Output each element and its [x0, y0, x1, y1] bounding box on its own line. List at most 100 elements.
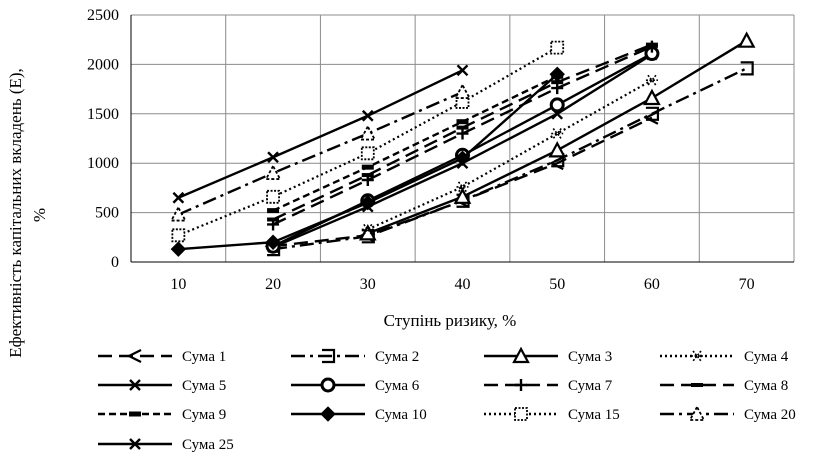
data-point [361, 109, 374, 122]
y-tick-label: 1500 [87, 106, 119, 123]
data-point [456, 119, 469, 125]
legend-marker [514, 407, 528, 421]
legend-entry: Сума 20 [660, 405, 796, 423]
legend-marker [126, 349, 142, 363]
data-point [172, 191, 185, 204]
legend-entry: Сума 1 [98, 349, 226, 365]
series-line [177, 90, 463, 216]
data-point [550, 40, 565, 55]
series-11 [171, 40, 565, 243]
legend-entry: Сума 3 [484, 346, 612, 365]
y-tick-label: 500 [95, 205, 119, 222]
x-axis-title: Ступінь ризику, % [384, 311, 517, 330]
legend: Сума 1 Сума 2 Сума 3 Сума 4 Сума 5 Сума 6 Сума… [98, 346, 796, 453]
legend-marker [320, 377, 336, 393]
series-13 [172, 64, 469, 204]
x-tick-label: 30 [360, 276, 376, 293]
data-point [264, 164, 282, 180]
data-point [360, 195, 376, 211]
legend-label: Сума 6 [375, 378, 420, 394]
legend-marker [322, 348, 336, 364]
legend-entry: Сума 15 [484, 407, 620, 423]
data-point [267, 217, 280, 222]
legend-marker [691, 350, 703, 362]
legend-label: Сума 2 [375, 349, 419, 365]
series-line [178, 73, 559, 251]
data-point [645, 106, 660, 121]
legend-marker [129, 379, 141, 391]
data-point [456, 181, 469, 193]
legend-entry: Сума 6 [291, 377, 420, 394]
data-point [551, 80, 564, 85]
legend-label: Сума 15 [568, 407, 620, 423]
y-tick-label: 0 [111, 254, 119, 271]
x-tick-label: 10 [170, 276, 186, 293]
x-tick-label: 40 [455, 276, 471, 293]
legend-marker [688, 405, 706, 421]
data-point [267, 208, 280, 214]
legend-label: Сума 3 [568, 349, 612, 365]
series-12 [169, 83, 472, 222]
legend-label: Сума 4 [744, 349, 789, 365]
data-point [170, 241, 187, 257]
legend-label: Сума 5 [182, 378, 226, 394]
data-point [453, 187, 472, 204]
series-line [177, 69, 464, 199]
legend-label: Сума 8 [744, 378, 788, 394]
data-point [737, 31, 756, 48]
data-point [361, 223, 374, 235]
legend-marker [512, 346, 530, 364]
data-point [549, 66, 565, 82]
axes [130, 15, 794, 263]
data-point [266, 189, 280, 204]
data-point [456, 64, 469, 77]
data-point [453, 83, 472, 99]
legend-entry: Сума 8 [660, 378, 788, 394]
legend-label: Сума 20 [744, 407, 796, 423]
y-tick-label: 2500 [87, 7, 119, 24]
data-point [740, 61, 754, 76]
x-tick-label: 50 [549, 276, 565, 293]
legend-marker [129, 438, 141, 450]
data-point [645, 74, 658, 86]
legend-entry: Сума 9 [98, 407, 226, 423]
y-axis-title-line1: Ефективність капітальних вкладень (Е), [6, 68, 25, 358]
series-10 [170, 66, 565, 257]
legend-marker [691, 383, 703, 387]
data-point [645, 42, 658, 47]
data-point [360, 146, 375, 161]
legend-entry: Сума 25 [98, 437, 234, 453]
series-layer [169, 31, 756, 257]
legend-label: Сума 1 [182, 349, 226, 365]
series-line [367, 79, 653, 231]
legend-entry: Сума 4 [660, 349, 789, 365]
legend-label: Сума 7 [568, 378, 613, 394]
data-point [455, 95, 470, 109]
data-point [361, 164, 374, 170]
tick-labels: 0 500 1000 1500 2000 2500 10 20 30 40 50 60 70 [87, 7, 755, 293]
x-tick-label: 60 [644, 276, 660, 293]
legend-entry: Сума 10 [291, 406, 427, 423]
data-point [171, 228, 186, 243]
legend-entry: Сума 7 [484, 378, 613, 394]
data-point [548, 141, 567, 158]
data-point [359, 124, 377, 141]
legend-label: Сума 25 [182, 437, 234, 453]
y-axis-title-line2: % [30, 208, 49, 222]
data-point [361, 173, 374, 178]
data-point [643, 88, 661, 106]
data-point [456, 125, 469, 130]
series-line [272, 67, 748, 251]
legend-entry: Сума 5 [98, 378, 226, 394]
legend-marker [320, 406, 336, 422]
legend-marker [129, 411, 141, 417]
data-point [265, 234, 281, 250]
grid [130, 14, 795, 263]
y-tick-label: 2000 [87, 56, 119, 73]
x-tick-label: 20 [265, 276, 281, 293]
x-tick-label: 70 [739, 276, 755, 293]
data-point [267, 151, 279, 164]
series-line [272, 75, 558, 212]
series-8 [267, 42, 658, 222]
